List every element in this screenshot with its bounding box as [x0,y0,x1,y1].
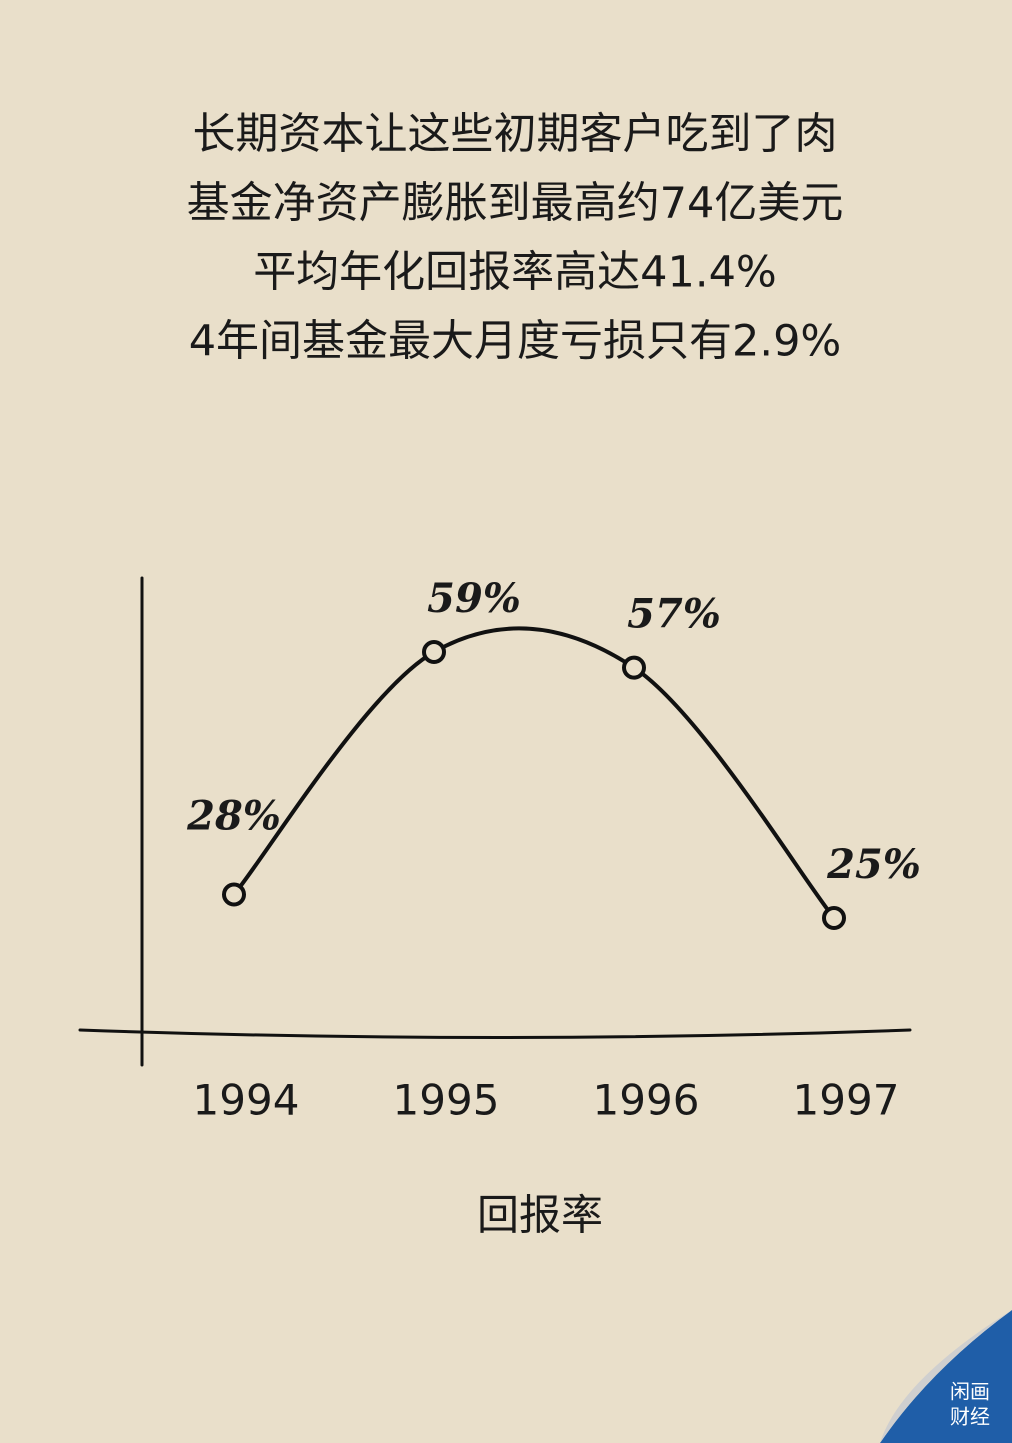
corner-fold [880,1310,1012,1443]
title-line: 基金净资产膨胀到最高约74亿美元 [187,179,844,229]
value-label: 25% [826,841,921,888]
value-label: 57% [627,591,721,638]
point [622,655,646,680]
title-line: 长期资本让这些初期客户吃到了肉 [193,110,838,160]
point [422,640,446,664]
title-line: 平均年化回报率高达41.4% [253,248,777,298]
logo-text: 闲画 [950,1380,990,1404]
value-label: 59% [427,575,521,622]
x-axis-label: 回报率 [477,1191,603,1240]
x-axis [78,1028,912,1039]
x-tick-label: 1996 [593,1076,700,1125]
point [822,906,846,930]
logo-text: 财经 [950,1405,990,1429]
title-line: 4年间基金最大月度亏损只有2.9% [189,317,842,367]
x-tick-label: 1997 [793,1076,900,1125]
point [222,882,246,907]
x-tick-label: 1995 [393,1076,500,1125]
x-tick-label: 1994 [193,1076,300,1125]
line [232,626,836,920]
value-label: 28% [186,793,281,840]
